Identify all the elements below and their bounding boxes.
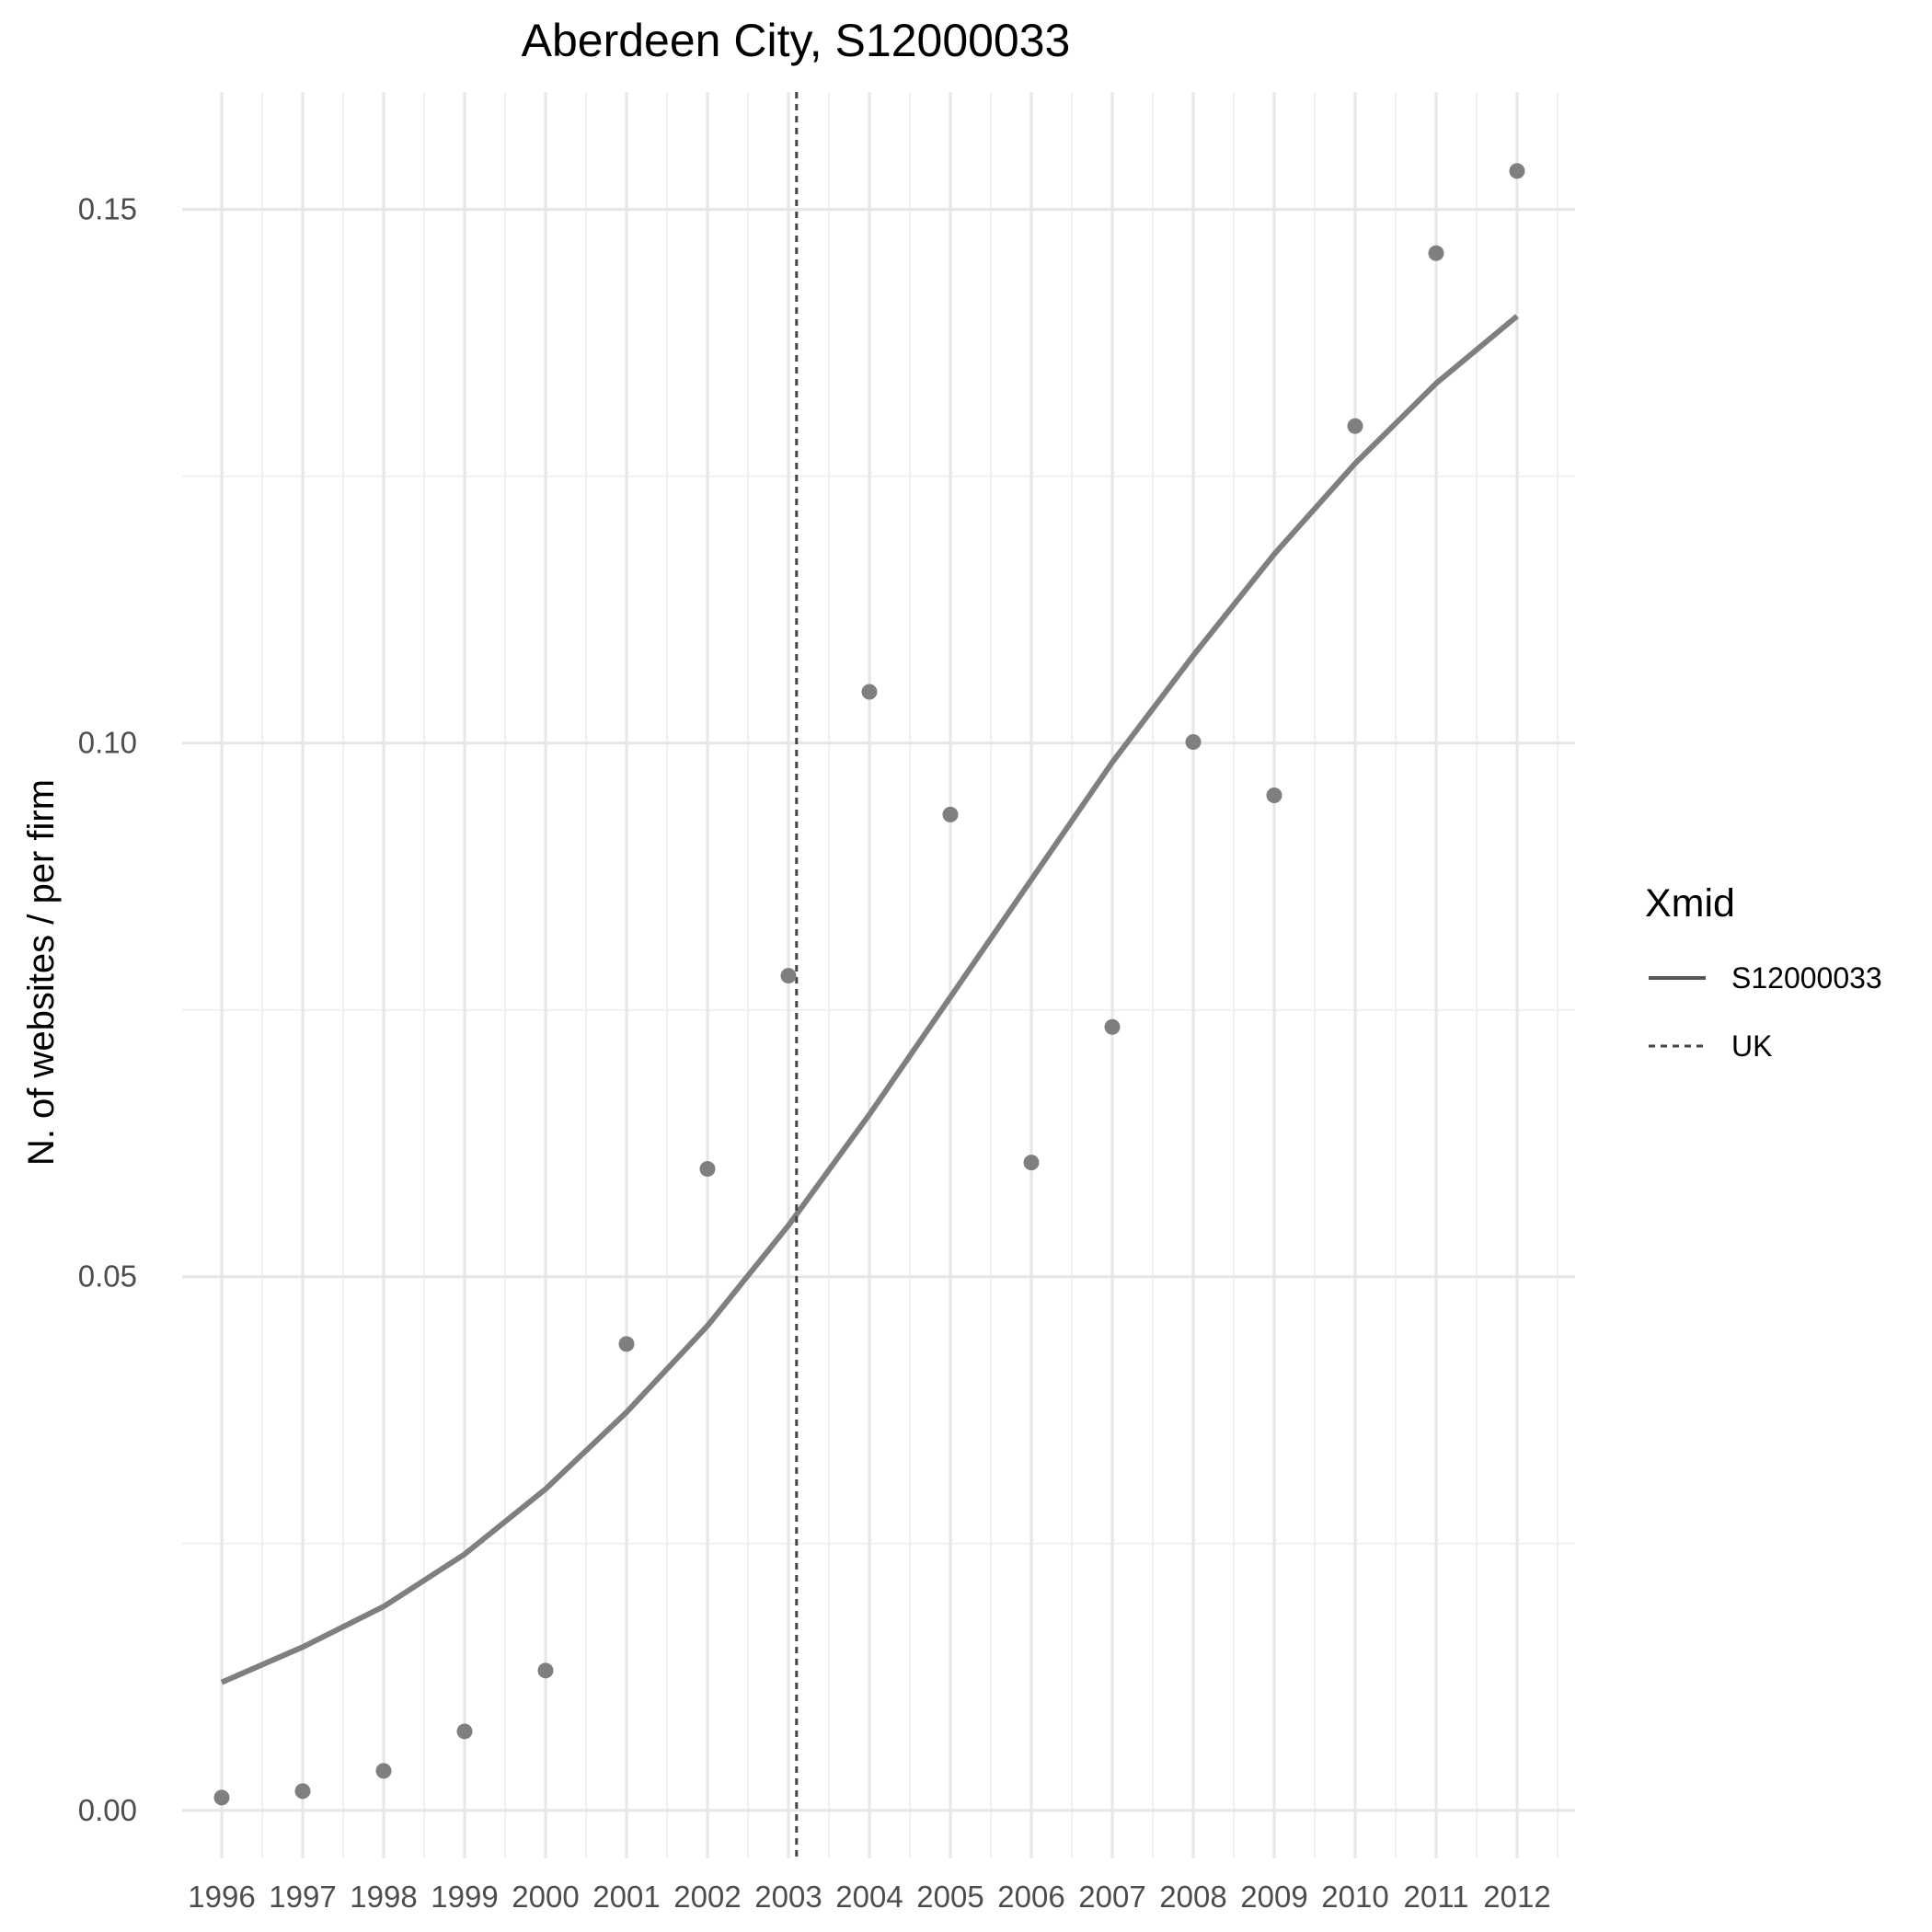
x-tick-label: 2000 <box>512 1880 579 1914</box>
x-tick-label: 2003 <box>754 1880 822 1914</box>
x-tick-label: 2011 <box>1404 1880 1469 1914</box>
data-point <box>1023 1155 1040 1171</box>
x-tick-label: 1999 <box>431 1880 498 1914</box>
legend-title: Xmid <box>1645 881 1735 926</box>
x-tick-label: 2001 <box>592 1880 660 1914</box>
data-point <box>780 968 797 984</box>
data-point <box>618 1336 635 1352</box>
x-tick-label: 2002 <box>673 1880 741 1914</box>
data-point <box>375 1763 392 1779</box>
data-point <box>1509 163 1525 179</box>
series-line-s12000033 <box>220 314 1519 1685</box>
legend-label-uk: UK <box>1731 1029 1772 1063</box>
data-point <box>1347 418 1363 434</box>
grid-minor <box>182 92 1575 1858</box>
y-tick-label: 0.10 <box>78 726 137 760</box>
x-tick-label: 2009 <box>1240 1880 1307 1914</box>
data-point <box>294 1783 311 1800</box>
y-tick-label: 0.05 <box>78 1259 137 1294</box>
data-point <box>1104 1018 1121 1035</box>
x-axis-ticks: 1996 1997 1998 1999 2000 2001 2002 2003 2004 2005… <box>188 1880 1550 1914</box>
y-axis-label: N. of websites / per firm <box>21 779 62 1166</box>
data-point <box>456 1723 473 1740</box>
legend: Xmid S12000033 UK <box>1645 881 1882 1063</box>
data-point <box>1428 245 1444 261</box>
x-tick-label: 2007 <box>1078 1880 1145 1914</box>
data-point <box>861 684 878 700</box>
grid-major <box>182 92 1575 1858</box>
x-tick-label: 1997 <box>269 1880 336 1914</box>
data-point <box>213 1789 230 1806</box>
x-tick-label: 2010 <box>1321 1880 1388 1914</box>
x-tick-label: 2004 <box>835 1880 903 1914</box>
x-tick-label: 2012 <box>1483 1880 1550 1914</box>
x-tick-label: 2008 <box>1159 1880 1226 1914</box>
y-tick-label: 0.15 <box>78 192 137 226</box>
series-lines <box>220 314 1519 1685</box>
chart-title: Aberdeen City, S12000033 <box>522 15 1071 66</box>
x-tick-label: 2005 <box>916 1880 983 1914</box>
data-point <box>1266 788 1282 804</box>
legend-label-s12000033: S12000033 <box>1731 961 1882 995</box>
data-point <box>1185 734 1202 751</box>
y-axis-ticks: 0.00 0.05 0.10 0.15 <box>78 192 137 1827</box>
data-point <box>942 806 959 822</box>
x-tick-label: 2006 <box>997 1880 1064 1914</box>
data-point <box>537 1662 554 1679</box>
x-tick-label: 1996 <box>188 1880 255 1914</box>
y-tick-label: 0.00 <box>78 1793 137 1827</box>
x-tick-label: 1998 <box>350 1880 417 1914</box>
data-point <box>699 1161 716 1178</box>
data-points <box>213 163 1525 1806</box>
